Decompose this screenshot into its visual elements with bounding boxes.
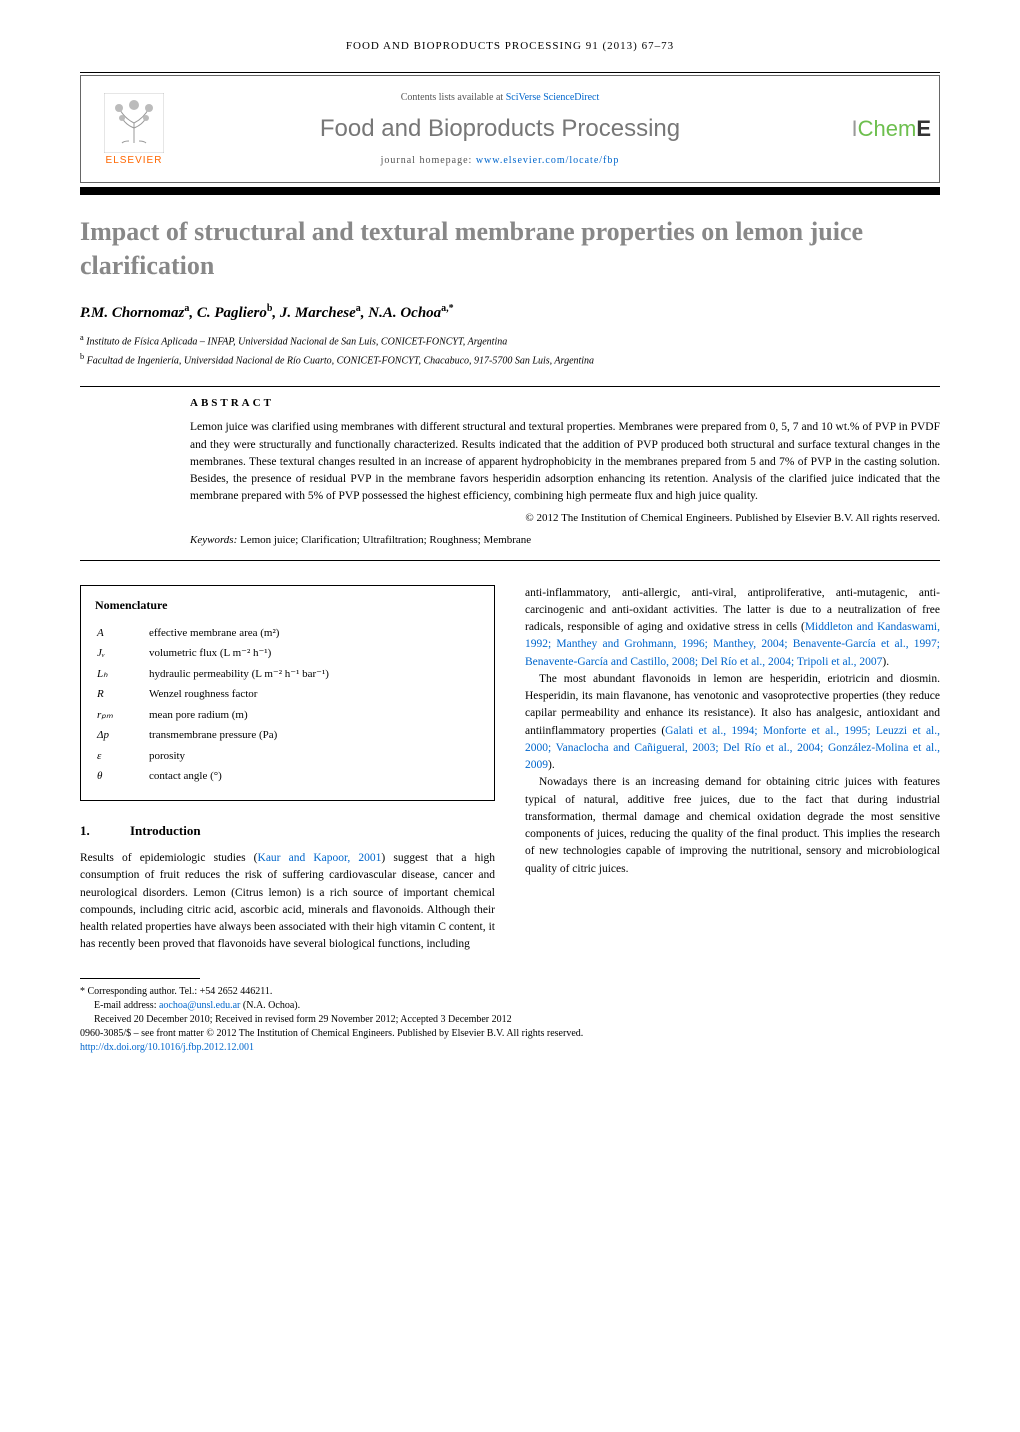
received-note: Received 20 December 2010; Received in r…: [94, 1013, 940, 1027]
author: J. Marchesea: [280, 305, 361, 321]
elsevier-logo[interactable]: ELSEVIER: [89, 84, 179, 174]
keywords: Keywords: Lemon juice; Clarification; Ul…: [190, 534, 940, 546]
author: C. Paglierob: [197, 305, 273, 321]
top-rule: [80, 72, 940, 73]
section-number: 1.: [80, 821, 130, 841]
paragraph: Results of epidemiologic studies (Kaur a…: [80, 850, 495, 954]
nomenclature-box: Nomenclature Aeffective membrane area (m…: [80, 585, 495, 801]
journal-header: ELSEVIER Contents lists available at Sci…: [80, 75, 940, 183]
paragraph: The most abundant flavonoids in lemon ar…: [525, 671, 940, 775]
abstract-text: Lemon juice was clarified using membrane…: [190, 419, 940, 505]
abstract-copyright: © 2012 The Institution of Chemical Engin…: [190, 512, 940, 524]
author: N.A. Ochoaa,*: [368, 305, 453, 321]
homepage-line: journal homepage: www.elsevier.com/locat…: [179, 155, 821, 166]
black-bar: [80, 187, 940, 195]
table-row: Lₕhydraulic permeability (L m⁻² h⁻¹ bar⁻…: [97, 665, 478, 684]
doi-link[interactable]: http://dx.doi.org/10.1016/j.fbp.2012.12.…: [80, 1042, 254, 1053]
affiliation: a Instituto de Física Aplicada – INFAP, …: [80, 332, 940, 349]
table-row: RWenzel roughness factor: [97, 685, 478, 704]
author-list: P.M. Chornomaza, C. Paglierob, J. Marche…: [80, 303, 940, 322]
left-column: Nomenclature Aeffective membrane area (m…: [80, 585, 495, 954]
article-title: Impact of structural and textural membra…: [80, 215, 940, 283]
doi-note: http://dx.doi.org/10.1016/j.fbp.2012.12.…: [80, 1041, 940, 1055]
journal-name: Food and Bioproducts Processing: [179, 115, 821, 143]
icheme-e: E: [916, 116, 931, 142]
running-head: FOOD AND BIOPRODUCTS PROCESSING 91 (2013…: [80, 40, 940, 52]
icheme-chem: Chem: [858, 116, 917, 142]
icheme-logo[interactable]: IChemE: [821, 109, 931, 149]
paragraph: anti-inflammatory, anti-allergic, anti-v…: [525, 585, 940, 671]
table-row: εporosity: [97, 747, 478, 766]
keywords-label: Keywords:: [190, 534, 237, 546]
elsevier-tree-icon: [104, 93, 164, 153]
author: P.M. Chornomaza: [80, 305, 189, 321]
email-note: E-mail address: aochoa@unsl.edu.ar (N.A.…: [94, 999, 940, 1013]
corresponding-author-note: * Corresponding author. Tel.: +54 2652 4…: [80, 985, 940, 999]
abstract-label: ABSTRACT: [190, 397, 940, 409]
issn-note: 0960-3085/$ – see front matter © 2012 Th…: [80, 1027, 940, 1041]
abstract-block: ABSTRACT Lemon juice was clarified using…: [190, 397, 940, 545]
homepage-prefix: journal homepage:: [381, 155, 476, 166]
contents-prefix: Contents lists available at: [401, 92, 506, 103]
journal-homepage-link[interactable]: www.elsevier.com/locate/fbp: [476, 155, 620, 166]
nomenclature-title: Nomenclature: [95, 596, 480, 614]
two-column-body: Nomenclature Aeffective membrane area (m…: [80, 585, 940, 954]
sciencedirect-link[interactable]: SciVerse ScienceDirect: [506, 92, 600, 103]
keywords-list: Lemon juice; Clarification; Ultrafiltrat…: [237, 534, 531, 546]
citation-link[interactable]: Kaur and Kapoor, 2001: [258, 852, 382, 864]
right-column: anti-inflammatory, anti-allergic, anti-v…: [525, 585, 940, 954]
table-row: Δptransmembrane pressure (Pa): [97, 726, 478, 745]
section-heading: 1.Introduction: [80, 821, 495, 841]
section-title: Introduction: [130, 823, 201, 838]
contents-line: Contents lists available at SciVerse Sci…: [179, 92, 821, 103]
abstract-top-rule: [80, 386, 940, 387]
affiliation: b Facultad de Ingeniería, Universidad Na…: [80, 351, 940, 368]
table-row: rₚₘmean pore radium (m): [97, 706, 478, 725]
abstract-bottom-rule: [80, 560, 940, 561]
table-row: Aeffective membrane area (m²): [97, 624, 478, 643]
email-link[interactable]: aochoa@unsl.edu.ar: [159, 1000, 240, 1011]
footnote-rule: [80, 978, 200, 979]
table-row: θcontact angle (°): [97, 767, 478, 786]
paragraph: Nowadays there is an increasing demand f…: [525, 774, 940, 878]
nomenclature-table: Aeffective membrane area (m²) Jᵥvolumetr…: [95, 622, 480, 788]
elsevier-label: ELSEVIER: [106, 155, 163, 166]
table-row: Jᵥvolumetric flux (L m⁻² h⁻¹): [97, 644, 478, 663]
